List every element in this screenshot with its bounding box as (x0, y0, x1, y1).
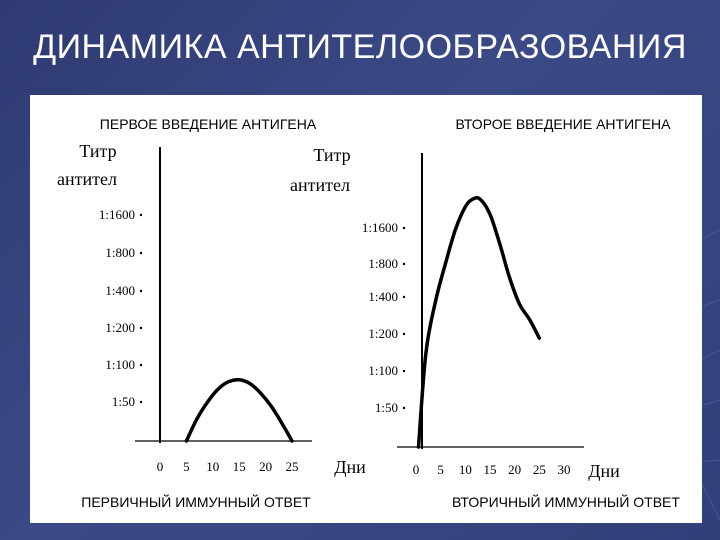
x-tick-label: 30 (558, 462, 571, 477)
x-tick-label: 20 (259, 459, 272, 474)
x-tick-label: 25 (286, 459, 299, 474)
y-tick-mark (139, 326, 143, 330)
charts-svg: ПЕРВОЕ ВВЕДЕНИЕ АНТИГЕНА ПЕРВИЧНЫЙ ИММУНН… (57, 116, 681, 510)
y-axis-label: антител (57, 169, 117, 189)
x-tick-label: 0 (413, 462, 420, 477)
antibody-titer-curve (184, 377, 294, 443)
y-tick-label: 1:400 (368, 289, 398, 304)
y-axis-label: антител (290, 175, 350, 195)
secondary-response-chart: ВТОРОЕ ВВЕДЕНИЕ АНТИГЕНА ВТОРИЧНЫЙ ИММУНН… (362, 116, 681, 510)
y-tick-label: 1:400 (105, 283, 135, 298)
y-tick-label: 1:100 (368, 363, 398, 378)
y-tick-mark (402, 369, 406, 373)
y-tick-mark (139, 251, 143, 255)
x-tick-label: 5 (183, 459, 190, 474)
chart-panel: ПЕРВОЕ ВВЕДЕНИЕ АНТИГЕНА ПЕРВИЧНЫЙ ИММУНН… (30, 95, 702, 523)
y-tick-label: 1:800 (105, 245, 135, 260)
y-axis-label: Титр (79, 141, 116, 161)
y-tick-mark (402, 226, 406, 230)
y-tick-label: 1:200 (368, 326, 398, 341)
y-tick-mark (139, 213, 143, 217)
x-tick-label: 5 (437, 462, 444, 477)
x-tick-label: 10 (206, 459, 219, 474)
y-tick-label: 1:50 (375, 400, 398, 415)
x-axis-label: Дни (334, 457, 366, 477)
y-tick-mark (402, 406, 406, 410)
response-label: ВТОРИЧНЫЙ ИММУННЫЙ ОТВЕТ (452, 493, 680, 510)
primary-response-chart: ПЕРВОЕ ВВЕДЕНИЕ АНТИГЕНА ПЕРВИЧНЫЙ ИММУНН… (57, 116, 366, 510)
x-tick-label: 10 (459, 462, 472, 477)
y-tick-mark (402, 332, 406, 336)
y-tick-label: 1:800 (368, 256, 398, 271)
antibody-titer-curve (416, 196, 542, 449)
y-tick-mark (402, 262, 406, 266)
y-tick-mark (402, 295, 406, 299)
y-tick-mark (139, 400, 143, 404)
x-tick-label: 25 (533, 462, 546, 477)
chart-title: ПЕРВОЕ ВВЕДЕНИЕ АНТИГЕНА (100, 116, 317, 132)
y-tick-mark (139, 363, 143, 367)
y-tick-label: 1:1600 (99, 207, 135, 222)
y-axis-label: Титр (313, 145, 350, 165)
chart-title: ВТОРОЕ ВВЕДЕНИЕ АНТИГЕНА (455, 116, 671, 132)
slide-title: ДИНАМИКА АНТИТЕЛООБРАЗОВАНИЯ (33, 28, 687, 66)
y-tick-mark (139, 289, 143, 293)
y-tick-label: 1:1600 (362, 220, 398, 235)
response-label: ПЕРВИЧНЫЙ ИММУННЫЙ ОТВЕТ (81, 493, 311, 510)
y-tick-label: 1:100 (105, 357, 135, 372)
x-axis-label: Дни (588, 461, 620, 481)
y-tick-label: 1:50 (112, 394, 135, 409)
x-tick-label: 15 (233, 459, 246, 474)
y-tick-label: 1:200 (105, 320, 135, 335)
x-tick-label: 15 (484, 462, 497, 477)
x-tick-label: 0 (157, 459, 164, 474)
x-tick-label: 20 (508, 462, 521, 477)
